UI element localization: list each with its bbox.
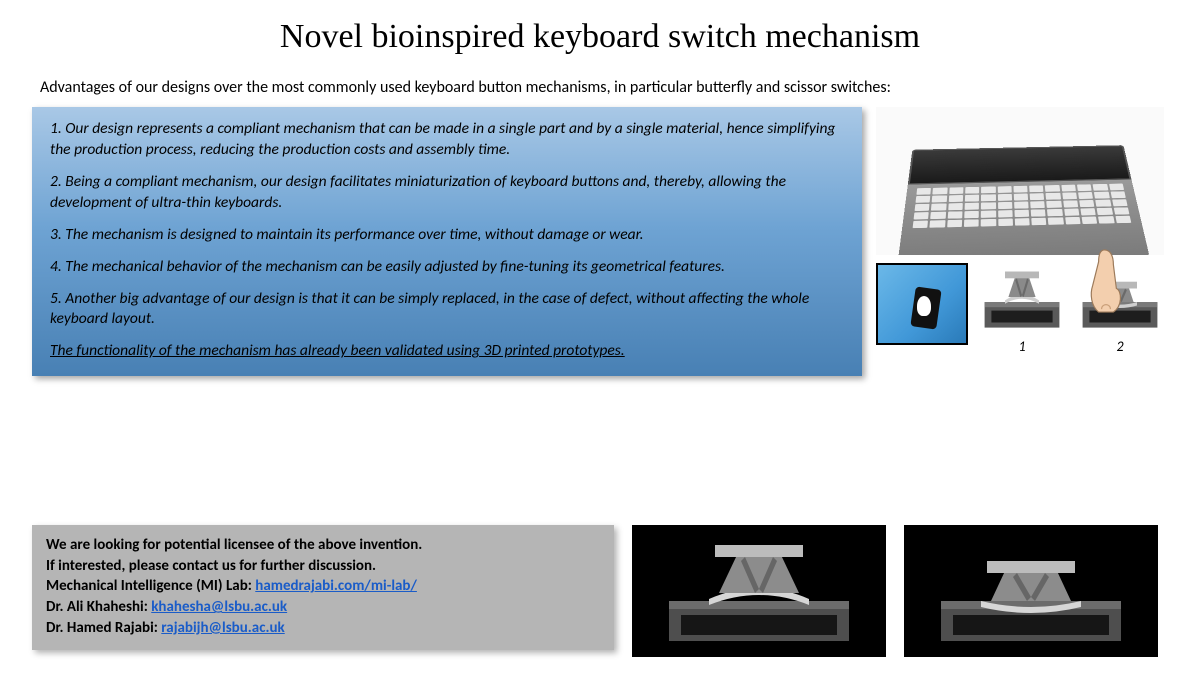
advantage-5: 5. Another big advantage of our design i…: [50, 289, 844, 331]
inset-and-mech-row: 1: [876, 263, 1164, 345]
main-row: 1. Our design represents a compliant mec…: [0, 107, 1200, 376]
contact-lab: Mechanical Intelligence (MI) Lab: hamedr…: [46, 576, 600, 597]
advantage-3: 3. The mechanism is designed to maintain…: [50, 225, 844, 246]
contact-line-2: If interested, please contact us for fur…: [46, 556, 600, 577]
lab-link[interactable]: hamedrajabi.com/mi-lab/: [255, 577, 417, 595]
mechanism-render-down: [904, 525, 1158, 657]
lab-label: Mechanical Intelligence (MI) Lab:: [46, 577, 255, 595]
p1-email-link[interactable]: khahesha@lsbu.ac.uk: [151, 598, 287, 616]
fig-label-2: 2: [1076, 338, 1164, 355]
mechanism-state-2: 2: [1076, 263, 1164, 345]
bio-joint-inset-icon: [876, 263, 968, 345]
figures-column: 1: [876, 107, 1164, 376]
bottom-row: We are looking for potential licensee of…: [32, 525, 1168, 657]
intro-text: Advantages of our designs over the most …: [0, 64, 1200, 107]
contact-person-1: Dr. Ali Khaheshi: khahesha@lsbu.ac.uk: [46, 597, 600, 618]
p1-label: Dr. Ali Khaheshi:: [46, 598, 151, 616]
contact-box: We are looking for potential licensee of…: [32, 525, 614, 650]
contact-person-2: Dr. Hamed Rajabi: rajabijh@lsbu.ac.uk: [46, 618, 600, 639]
fig-label-1: 1: [978, 338, 1066, 355]
p2-email-link[interactable]: rajabijh@lsbu.ac.uk: [161, 619, 284, 637]
keyboard-render-icon: [876, 107, 1164, 255]
validated-note: The functionality of the mechanism has a…: [50, 341, 844, 362]
advantage-2: 2. Being a compliant mechanism, our desi…: [50, 172, 844, 214]
mechanism-pair: 1: [978, 263, 1164, 345]
advantage-1: 1. Our design represents a compliant mec…: [50, 119, 844, 161]
contact-line-1: We are looking for potential licensee of…: [46, 535, 600, 556]
finger-icon: [1062, 247, 1150, 315]
p2-label: Dr. Hamed Rajabi:: [46, 619, 161, 637]
mechanism-render-up: [632, 525, 886, 657]
page-title: Novel bioinspired keyboard switch mechan…: [0, 0, 1200, 64]
mechanism-state-1: 1: [978, 263, 1066, 345]
advantage-4: 4. The mechanical behavior of the mechan…: [50, 257, 844, 278]
advantages-box: 1. Our design represents a compliant mec…: [32, 107, 862, 376]
